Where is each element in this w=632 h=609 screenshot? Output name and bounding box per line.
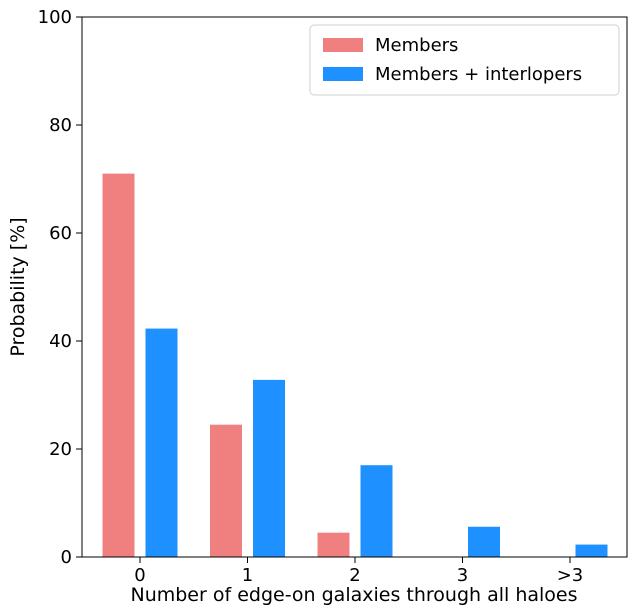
legend: Members Members + interlopers <box>309 24 620 96</box>
y-axis-ticks: 0 20 40 60 80 100 <box>38 7 82 568</box>
legend-swatch <box>323 38 363 52</box>
y-tick-label: 100 <box>38 7 72 28</box>
bar-members-interlopers-3 <box>468 526 500 557</box>
legend-box <box>309 24 620 96</box>
x-tick-label: 3 <box>457 565 468 586</box>
legend-label: Members + interlopers <box>375 64 582 85</box>
bar-members-2 <box>317 532 350 557</box>
bar-members-interlopers-0 <box>145 328 178 557</box>
x-tick-label: 1 <box>242 565 253 586</box>
bars-layer <box>102 173 608 557</box>
legend-label: Members <box>375 35 458 56</box>
x-tick-label: 0 <box>134 565 145 586</box>
plot-frame <box>81 16 628 558</box>
y-axis-label: Probability [%] <box>7 217 29 356</box>
y-tick-label: 40 <box>49 331 72 352</box>
x-tick-label: >3 <box>557 565 584 586</box>
legend-swatch <box>323 67 363 81</box>
y-tick-label: 80 <box>49 115 72 136</box>
bar-members-interlopers-2 <box>360 465 393 557</box>
bar-members-interlopers-1 <box>253 379 285 557</box>
y-tick-label: 60 <box>49 223 72 244</box>
y-tick-label: 0 <box>61 547 72 568</box>
y-tick-label: 20 <box>49 439 72 460</box>
x-axis-ticks: 0 1 2 3 >3 <box>134 557 583 586</box>
bar-members-1 <box>210 424 242 557</box>
x-tick-label: 2 <box>349 565 360 586</box>
x-axis-label: Number of edge-on galaxies through all h… <box>130 584 577 606</box>
bar-members-interlopers-4 <box>575 544 608 557</box>
bar-members-0 <box>102 173 135 557</box>
